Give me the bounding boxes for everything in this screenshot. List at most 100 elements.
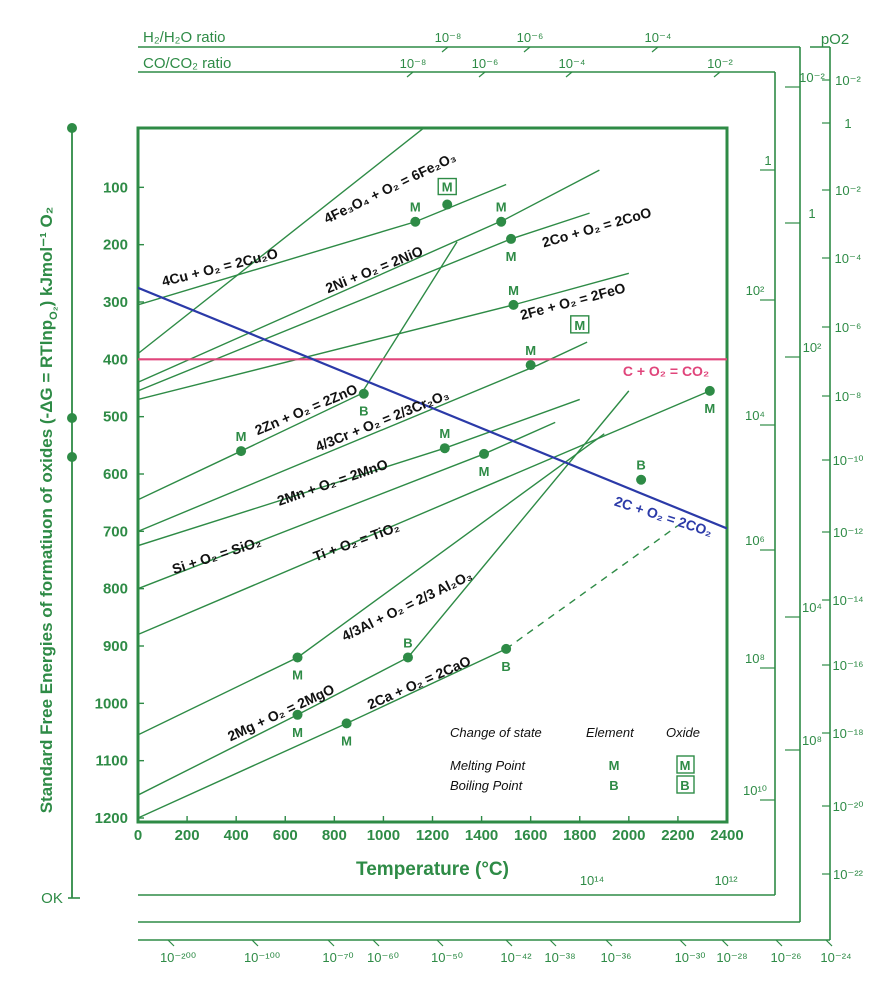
data-point (479, 448, 490, 459)
x-tick-label: 200 (175, 827, 200, 844)
y-tick-label: 300 (103, 294, 128, 311)
po2-bottom-tick-mark (505, 939, 513, 947)
point-label: B (403, 635, 412, 650)
h2-bottom-tick-label: 10¹⁴ (580, 873, 604, 888)
legend-col-oxide: Oxide (666, 725, 700, 740)
po2-bottom-tick-mark (721, 939, 729, 947)
point-label: M (439, 426, 450, 441)
data-point (402, 652, 413, 663)
po2-right-tick-label: 10⁻² (835, 73, 861, 88)
legend-element-marker: M (609, 758, 620, 773)
point-label: M (525, 343, 536, 358)
reaction-label-co2: C + O₂ = CO₂ (623, 363, 709, 379)
legend-oxide-box (676, 775, 695, 794)
point-label: M (410, 200, 421, 215)
point-label: M (496, 200, 507, 215)
oxide-marker-box (437, 177, 457, 196)
reaction-label: 2Co + O₂ = 2CoO (540, 204, 653, 251)
series-line-2 (138, 169, 600, 383)
po2-bottom-tick-mark (549, 939, 557, 947)
y-tick-label: 100 (103, 179, 128, 196)
co-top-tick-label: 10⁻⁴ (559, 56, 586, 71)
plot-frame (136, 126, 729, 824)
co-top-tick-mark (565, 71, 573, 78)
po2-right-tick-label: 10⁻¹² (833, 525, 864, 540)
y-tick-label: 1100 (95, 753, 128, 770)
x-tick-label: 1200 (416, 827, 449, 844)
point-label: M (704, 401, 715, 416)
x-tick-label: 800 (322, 827, 347, 844)
h2-bottom-tick-label: 10¹² (714, 873, 738, 888)
po2-bottom-tick-label: 10⁻²⁶ (770, 950, 801, 965)
x-tick-label: 2000 (612, 827, 645, 844)
po2-right-tick-label: 10⁻¹⁴ (832, 593, 863, 608)
po2-right-tick-label: 10⁻²⁰ (833, 799, 864, 814)
po2-right-tick-label: 10⁻¹⁰ (833, 453, 864, 468)
h2-top-tick-label: 10⁻⁶ (517, 30, 544, 45)
data-point (525, 360, 536, 371)
x-tick-label: 600 (273, 827, 298, 844)
x-tick-label: 2200 (661, 827, 694, 844)
po2-right-tick-label: 10⁻² (835, 183, 861, 198)
h2-right-tick-label: 10¹⁰ (743, 783, 767, 798)
y-tick-label: 200 (103, 237, 128, 254)
point-label: M (292, 667, 303, 682)
data-point (292, 652, 303, 663)
point-label: M (479, 464, 490, 479)
reaction-label: Ti + O₂ = TiO₂ (311, 518, 402, 564)
po2-right-tick-label: 10⁻⁴ (835, 251, 862, 266)
legend-oxide-marker: M (680, 758, 691, 773)
oxide-marker-box (570, 315, 590, 334)
y-axis-label: Standard Free Energies of formatiuon of … (37, 207, 60, 814)
y-tick-label: 900 (103, 638, 128, 655)
ok-axis-point (67, 452, 77, 462)
data-point (508, 299, 519, 310)
co-top-tick-label: 10⁻⁸ (400, 56, 427, 71)
point-label: B (359, 404, 368, 419)
legend-col-element: Element (586, 725, 635, 740)
reaction-label: Si + O₂ = SiO₂ (170, 533, 263, 577)
data-point (506, 233, 517, 244)
y-tick-label: 500 (103, 409, 128, 426)
x-tick-label: 2400 (710, 827, 743, 844)
data-point (496, 216, 507, 227)
x-tick-label: 400 (224, 827, 249, 844)
co-top-tick-mark (406, 71, 414, 78)
po2-bottom-tick-mark (825, 939, 833, 947)
po2-right-tick-label: 10⁻¹⁶ (832, 658, 863, 673)
h2-right-tick-label: 10⁶ (745, 533, 765, 548)
y-tick-label: 700 (103, 523, 128, 540)
data-point (439, 443, 450, 454)
h2-top-tick-mark (651, 46, 659, 53)
legend-row-label: Boiling Point (450, 778, 524, 793)
point-label: M (341, 733, 352, 748)
point-label: B (501, 659, 510, 674)
y-tick-label: 1000 (95, 695, 128, 712)
co-top-tick-label: 10⁻² (707, 56, 733, 71)
po2-right-tick-label: 10⁻²² (833, 867, 864, 882)
point-label: M (506, 249, 517, 264)
data-point (704, 385, 715, 396)
legend-element-marker: B (609, 778, 618, 793)
data-point (410, 216, 421, 227)
data-point (501, 643, 512, 654)
po2-bottom-tick-label: 10⁻⁶⁰ (367, 950, 399, 965)
x-axis-label: Temperature (°C) (356, 859, 509, 880)
h2-top-tick-mark (523, 46, 531, 53)
oxide-marker-label: M (574, 318, 585, 333)
legend-oxide-marker: B (680, 778, 689, 793)
h2-right-tick-label: 10² (746, 283, 765, 298)
point-label: M (236, 429, 247, 444)
series-line-0 (138, 128, 425, 355)
po2-bottom-tick-mark (327, 939, 335, 947)
co-top-tick-mark (478, 71, 486, 78)
data-point (341, 718, 352, 729)
po2-right-tick-label: 10⁻⁸ (835, 389, 862, 404)
legend-oxide-box (676, 755, 695, 774)
po2-bottom-tick-label: 10⁻⁵⁰ (431, 950, 463, 965)
reaction-label: 2Ni + O₂ = 2NiO (323, 243, 425, 297)
h2-right-tick-label: 1 (764, 153, 771, 168)
point-label: M (508, 283, 519, 298)
h2-right-tick-label: 10⁸ (745, 651, 765, 666)
